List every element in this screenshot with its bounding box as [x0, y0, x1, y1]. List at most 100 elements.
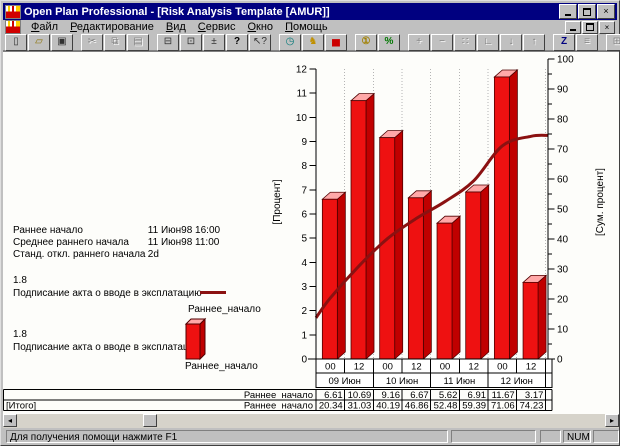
toolbar-button-time-analysis-clock[interactable]: ◷ — [279, 33, 301, 51]
table-series-label: Раннее_начало — [244, 390, 313, 401]
document-chart-icon[interactable] — [5, 20, 21, 34]
toolbar-button-cut[interactable]: ✂ — [81, 33, 103, 51]
legend-value: 1.8 — [13, 275, 27, 286]
histogram-bar — [521, 274, 548, 360]
tick-label: 70 — [557, 145, 569, 156]
tick-label: 7 — [301, 185, 307, 196]
toolbar-button-window-layout-a[interactable]: ⊞ — [606, 33, 620, 51]
toolbar-button-help[interactable]: ? — [226, 33, 248, 51]
toolbar-button-remove-activity[interactable]: − — [431, 33, 453, 51]
legend-value: 1.8 — [13, 329, 27, 340]
toolbar-button-print-preview[interactable]: ⊡ — [180, 33, 202, 51]
toolbar-button-save[interactable]: ▣ — [51, 33, 73, 51]
toolbar-button-new-document[interactable]: ▯ — [5, 33, 27, 51]
scrollbar-thumb[interactable] — [143, 414, 157, 427]
table-value-cell: 71.06 — [491, 401, 515, 412]
app-icon — [5, 4, 21, 19]
menu-item-окно[interactable]: Окно — [247, 21, 274, 33]
toolbar-group: ①% — [355, 33, 401, 51]
tick-label: 12 — [411, 362, 422, 373]
toolbar-button-cost-coin[interactable]: ① — [355, 33, 377, 51]
toolbar-button-move-up[interactable]: ↑ — [523, 33, 545, 51]
table-value-cell: 52.48 — [434, 401, 458, 412]
toolbar-group: ▯ ▱ ▣ — [5, 33, 74, 51]
toolbar-button-print[interactable]: ⊟ — [157, 33, 179, 51]
toolbar-button-open-folder[interactable]: ▱ — [28, 33, 50, 51]
toolbar-button-notes[interactable]: ≡ — [576, 33, 598, 51]
child-minimize-button[interactable] — [565, 20, 581, 34]
table-value-cell: 6.61 — [324, 390, 343, 401]
tick-label: 2 — [301, 306, 307, 317]
table-value-cell: 40.19 — [376, 401, 400, 412]
toolbar-button-link-activities[interactable]: ∷ — [454, 33, 476, 51]
close-button[interactable]: × — [597, 4, 615, 19]
toolbar-button-sort-z[interactable]: Z — [553, 33, 575, 51]
tick-label: 12 — [354, 362, 365, 373]
child-restore-button[interactable] — [582, 20, 598, 34]
histogram-bar — [464, 184, 490, 360]
tick-label: 60 — [557, 175, 569, 186]
legend-description: Подписание акта о вводе в эксплатацию — [13, 342, 202, 353]
info-label: Среднее раннего начала — [13, 237, 129, 248]
tick-label: 12 — [296, 65, 308, 76]
histogram-bar — [378, 129, 404, 360]
tick-label: 00 — [440, 362, 451, 373]
risk-histogram-chart: 01234567891011120102030405060708090100[П… — [3, 55, 606, 412]
table-value-cell: 59.39 — [462, 401, 486, 412]
toolbar-button-context-help[interactable]: ↖? — [249, 33, 271, 51]
tick-label: 0 — [301, 355, 307, 366]
histogram-bar — [321, 191, 347, 360]
tick-label: 4 — [301, 258, 307, 269]
scroll-left-button[interactable]: ◂ — [3, 414, 17, 427]
toolbar-button-move-down[interactable]: ↓ — [500, 33, 522, 51]
tick-label: 30 — [557, 265, 569, 276]
toolbar-group: ✂ ⧉ ▤ — [81, 33, 150, 51]
tick-label: 5 — [301, 234, 307, 245]
tick-label: 00 — [497, 362, 508, 373]
table-value-cell: 5.62 — [439, 390, 458, 401]
toolbar-button-step-indent[interactable]: ∟ — [477, 33, 499, 51]
status-panel — [593, 430, 619, 443]
tick-label: 11 Июн — [444, 376, 476, 387]
menu-bar: Файл Редактирование Вид Сервис Окно Помощь × — [3, 20, 617, 34]
status-panel — [540, 430, 561, 443]
toolbar-button-add-activity[interactable]: + — [408, 33, 430, 51]
toolbar-button-percent-complete[interactable]: % — [378, 33, 400, 51]
status-message: Для получения помощи нажмите F1 — [6, 430, 448, 443]
tick-label: 0 — [557, 355, 563, 366]
menu-item-помощь[interactable]: Помощь — [285, 21, 328, 33]
toolbar-button-risk-histogram[interactable]: ▅ — [325, 33, 347, 51]
toolbar-button-copy[interactable]: ⧉ — [104, 33, 126, 51]
info-row: Среднее раннего начала 11 Июн98 11:00 — [13, 237, 219, 248]
table-value-cell: 74.23 — [520, 401, 544, 412]
toolbar-button-paste[interactable]: ▤ — [127, 33, 149, 51]
toolbar-group: + − ∷ ∟ ↓ ↑ — [408, 33, 546, 51]
table-series-label: Раннее_начало — [244, 401, 313, 412]
status-panel — [451, 430, 536, 443]
menu-item-сервис[interactable]: Сервис — [197, 21, 236, 33]
tick-label: 80 — [557, 115, 569, 126]
histogram-bar — [407, 189, 433, 360]
child-close-button[interactable]: × — [599, 20, 615, 34]
child-minimize-icon — [570, 29, 576, 31]
minimize-icon — [565, 13, 571, 16]
scroll-right-button[interactable]: ▸ — [605, 414, 619, 427]
tick-label: 11 — [297, 89, 308, 100]
info-label: Станд. откл. раннего начала — [13, 249, 146, 260]
minimize-button[interactable] — [559, 4, 577, 19]
menu-item-вид[interactable]: Вид — [165, 21, 186, 33]
info-value: 2d — [147, 249, 159, 260]
toolbar: ▯▱▣ ✂⧉▤ ⊟⊡±?↖? ◷♞▅ ①% +−∷∟↓↑ Z≡ ⊞⊠ — [3, 33, 620, 51]
tick-label: 3 — [301, 282, 307, 293]
toolbar-button-insert-plusminus[interactable]: ± — [203, 33, 225, 51]
window-title: Open Plan Professional - [Risk Analysis … — [24, 5, 330, 18]
info-label: Раннее начало — [13, 225, 83, 236]
horizontal-scrollbar[interactable]: ◂ ▸ — [3, 414, 619, 428]
restore-button[interactable] — [578, 4, 596, 19]
table-value-cell: 20.34 — [319, 401, 343, 412]
toolbar-button-resource-analysis-bird[interactable]: ♞ — [302, 33, 324, 51]
menu-item-файл[interactable]: Файл — [31, 21, 59, 33]
menu-item-редактирование[interactable]: Редактирование — [70, 21, 154, 33]
tick-label: 12 — [526, 362, 537, 373]
